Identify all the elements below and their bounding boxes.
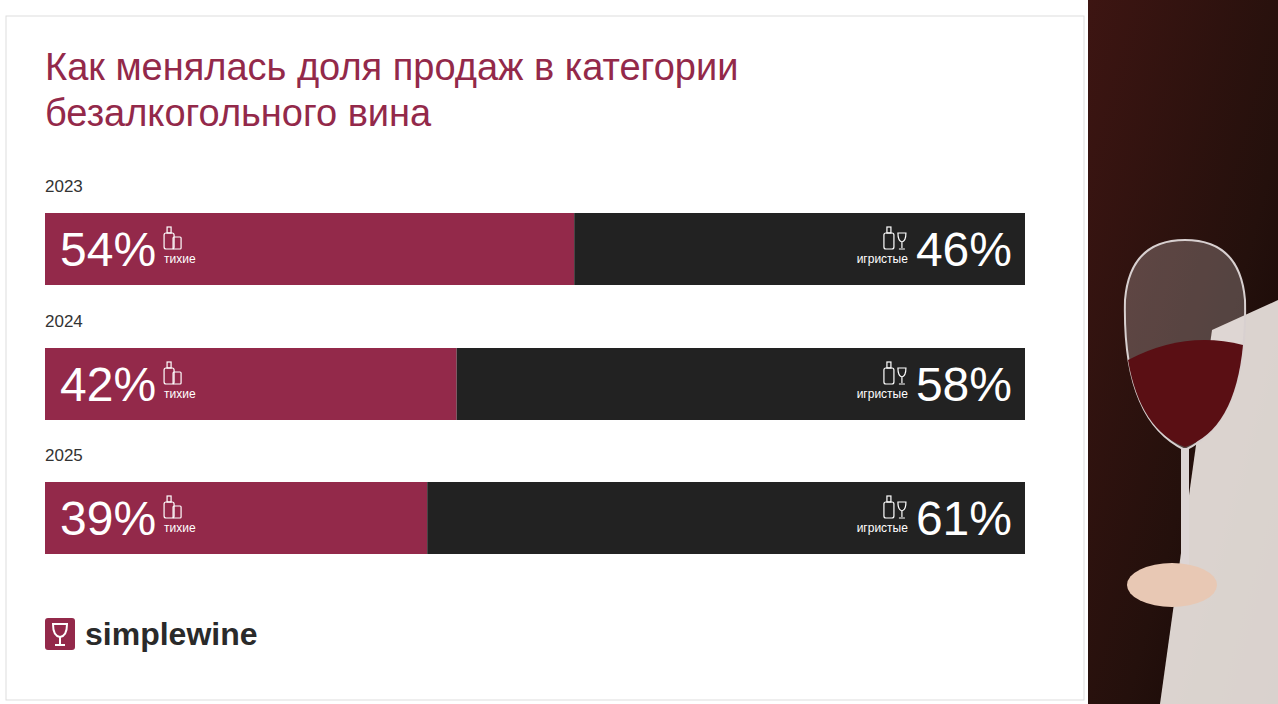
bottle-body (884, 502, 894, 518)
bottle-icon (884, 362, 906, 384)
bottle-body (173, 506, 181, 518)
category-label: 2024 (45, 312, 83, 331)
glass-wine (1128, 340, 1243, 447)
series-label: игристые (857, 252, 909, 266)
data-label: 58% (916, 358, 1012, 411)
bar-segment (45, 348, 457, 420)
glass-icon (898, 233, 906, 249)
bottle-icon (164, 227, 181, 249)
bottle-icon (164, 496, 181, 518)
series-label: игристые (857, 521, 909, 535)
bar-segment (574, 213, 1025, 285)
glass-icon (898, 502, 906, 518)
logo-icon (45, 618, 75, 650)
data-label: 42% (60, 358, 156, 411)
data-label: 46% (916, 223, 1012, 276)
glass-bowl (1125, 240, 1245, 450)
data-label: 61% (916, 492, 1012, 545)
title-line: безалкогольного вина (45, 92, 432, 134)
data-label: 54% (60, 223, 156, 276)
bottle-neck (887, 362, 891, 368)
bar-segment (457, 348, 1025, 420)
hand (1127, 563, 1217, 607)
bottle-icon (884, 496, 906, 518)
bar-segment (427, 482, 1025, 554)
panel-frame (6, 16, 1084, 700)
chart-root: Как менялась доля продаж в категориибеза… (0, 0, 1278, 704)
bottle-body (173, 237, 181, 249)
photo-background (1088, 0, 1278, 704)
series-label: тихие (164, 387, 196, 401)
brand-text: simplewine (85, 616, 258, 652)
bottle-neck (167, 227, 171, 233)
bottle-body (884, 368, 894, 384)
series-label: тихие (164, 252, 196, 266)
labels: 54% тихие 46% игристые 42% тихие 58% игристые 39… (60, 223, 1012, 545)
bottle-icon (884, 227, 906, 249)
data-label: 39% (60, 492, 156, 545)
chart-title: Как менялась доля продаж в категориибеза… (45, 46, 738, 134)
bottle-body (884, 233, 894, 249)
bottle-neck (167, 496, 171, 502)
bottle-neck (887, 496, 891, 502)
bottle-icon (164, 362, 181, 384)
bottle-body (173, 372, 181, 384)
category-label: 2023 (45, 177, 83, 196)
bar-segment (45, 213, 574, 285)
bottle-neck (167, 362, 171, 368)
bottle-neck (887, 227, 891, 233)
series-label: тихие (164, 521, 196, 535)
glass-icon (898, 368, 906, 384)
bars (45, 213, 1025, 554)
logo-glass (53, 624, 67, 645)
brand-logo: simplewine (45, 616, 258, 652)
title-line: Как менялась доля продаж в категории (45, 46, 738, 88)
series-label: игристые (857, 387, 909, 401)
category-label: 2025 (45, 446, 83, 465)
bar-segment (45, 482, 427, 554)
